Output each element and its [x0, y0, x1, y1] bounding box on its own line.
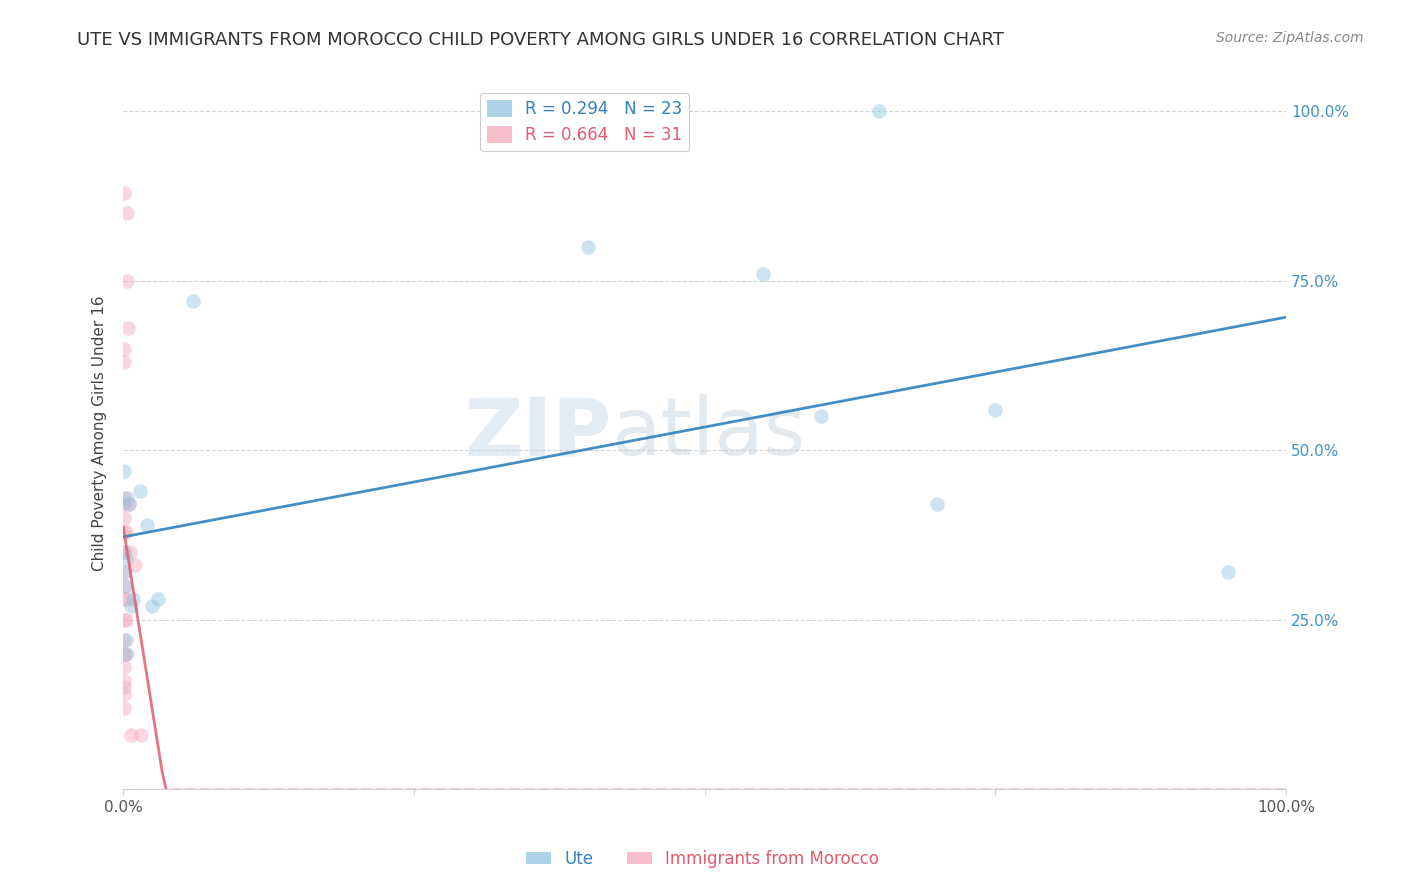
Point: [129, 728, 152, 742]
Point: [114, 592, 136, 607]
Point: [114, 701, 136, 715]
Point: [120, 599, 142, 614]
Point: [114, 566, 136, 580]
Point: [1216, 566, 1239, 580]
Point: [114, 566, 136, 580]
Point: [927, 498, 949, 512]
Point: [114, 633, 136, 648]
Point: [124, 558, 146, 573]
Text: UTE VS IMMIGRANTS FROM MOROCCO CHILD POVERTY AMONG GIRLS UNDER 16 CORRELATION CH: UTE VS IMMIGRANTS FROM MOROCCO CHILD POV…: [77, 31, 1004, 49]
Point: [120, 728, 142, 742]
Text: Source: ZipAtlas.com: Source: ZipAtlas.com: [1216, 31, 1364, 45]
Point: [868, 104, 890, 119]
Point: [114, 464, 136, 478]
Point: [128, 483, 150, 498]
Point: [114, 524, 136, 539]
Point: [114, 592, 136, 607]
Point: [114, 551, 136, 566]
Point: [114, 647, 136, 661]
Point: [114, 613, 136, 627]
Point: [135, 517, 157, 532]
Point: [141, 599, 163, 614]
Point: [114, 511, 136, 525]
Point: [114, 673, 136, 688]
Y-axis label: Child Poverty Among Girls Under 16: Child Poverty Among Girls Under 16: [93, 295, 107, 571]
Point: [114, 681, 136, 695]
Point: [752, 267, 775, 281]
Point: [114, 355, 136, 369]
Point: [115, 206, 138, 220]
Point: [114, 491, 136, 505]
Legend: R = 0.294   N = 23, R = 0.664   N = 31: R = 0.294 N = 23, R = 0.664 N = 31: [481, 93, 689, 151]
Point: [148, 592, 170, 607]
Point: [114, 647, 136, 661]
Point: [114, 633, 136, 648]
Point: [114, 342, 136, 356]
Legend: Ute, Immigrants from Morocco: Ute, Immigrants from Morocco: [520, 844, 886, 875]
Point: [114, 647, 136, 661]
Point: [115, 274, 138, 288]
Point: [114, 498, 136, 512]
Point: [115, 491, 138, 505]
Point: [810, 409, 832, 424]
Text: ZIP: ZIP: [464, 394, 612, 472]
Point: [114, 545, 136, 559]
Point: [118, 498, 141, 512]
Point: [118, 498, 141, 512]
Point: [117, 321, 139, 335]
Point: [114, 613, 136, 627]
Point: [114, 524, 136, 539]
Point: [114, 660, 136, 674]
Point: [114, 687, 136, 701]
Point: [121, 592, 143, 607]
Point: [114, 579, 136, 593]
Point: [984, 402, 1007, 417]
Text: atlas: atlas: [612, 394, 806, 472]
Point: [114, 186, 136, 200]
Point: [120, 545, 142, 559]
Point: [181, 294, 204, 309]
Point: [576, 240, 599, 254]
Point: [114, 545, 136, 559]
Point: [114, 579, 136, 593]
